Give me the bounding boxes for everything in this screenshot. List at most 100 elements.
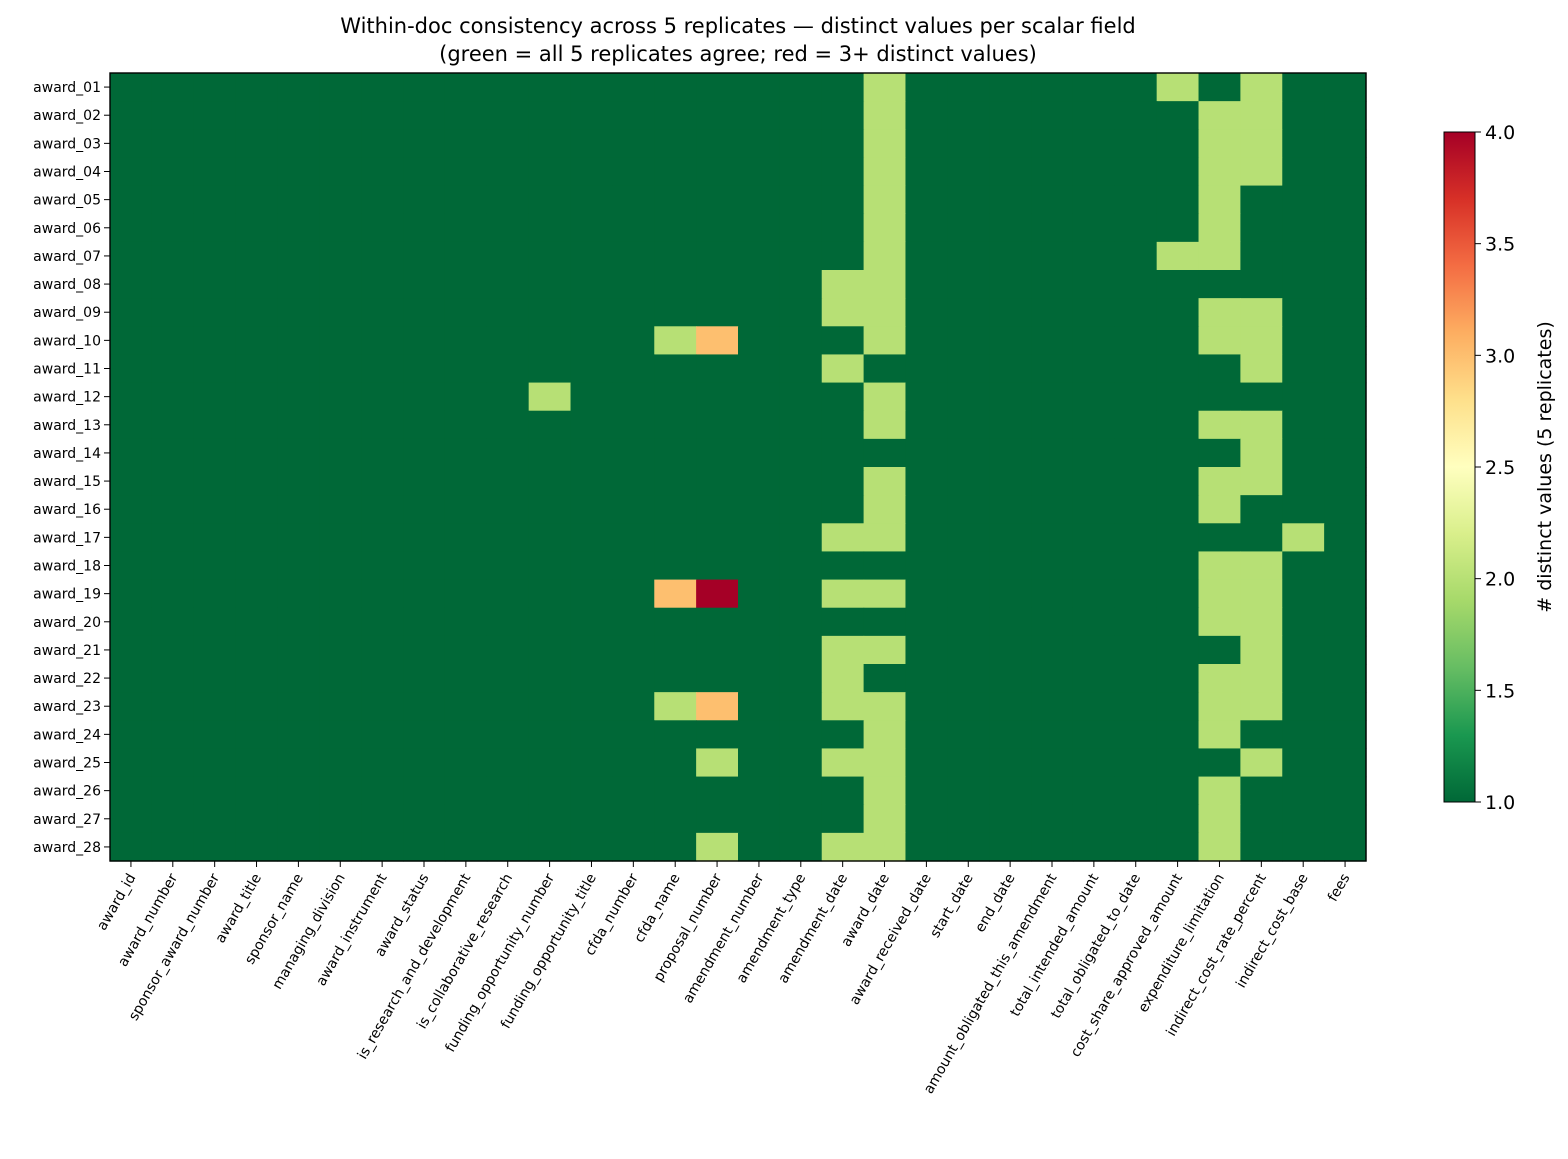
heatmap-cell	[1031, 607, 1074, 637]
heatmap-cell	[277, 467, 320, 496]
heatmap-cell	[1282, 720, 1325, 750]
heatmap-cell	[947, 410, 990, 440]
heatmap-cell	[277, 804, 320, 834]
heatmap-cell	[1156, 326, 1200, 356]
heatmap-cell	[486, 157, 530, 187]
heatmap-cell	[444, 129, 488, 159]
heatmap-cell	[738, 579, 781, 609]
heatmap-cell	[319, 776, 362, 806]
heatmap-cell	[947, 692, 990, 721]
heatmap-cell	[151, 804, 195, 834]
heatmap-cell	[821, 832, 865, 862]
heatmap-cell	[1198, 270, 1241, 299]
heatmap-cell	[1114, 635, 1158, 665]
heatmap-cell	[947, 804, 990, 834]
heatmap-cell	[821, 551, 865, 581]
heatmap-cell	[193, 664, 237, 693]
heatmap-cell	[654, 692, 697, 721]
heatmap-cell	[696, 523, 739, 553]
heatmap-cell	[696, 270, 739, 299]
heatmap-cell	[403, 410, 446, 440]
heatmap-cell	[151, 270, 195, 299]
heatmap-cell	[612, 382, 655, 412]
heatmap-cell	[486, 832, 530, 862]
heatmap-cell	[863, 382, 907, 412]
heatmap-cell	[151, 326, 195, 356]
heatmap-cell	[654, 467, 697, 496]
heatmap-cell	[696, 101, 739, 130]
heatmap-cell	[235, 551, 279, 581]
heatmap-cell	[361, 185, 404, 215]
heatmap-cell	[696, 129, 739, 159]
heatmap-cell	[403, 213, 446, 243]
x-tick-label: award_received_date	[847, 871, 935, 1008]
heatmap-cell	[1324, 101, 1367, 130]
heatmap-cell	[444, 354, 488, 384]
y-tick-label: award_08	[33, 277, 101, 293]
heatmap-cell	[528, 635, 572, 665]
heatmap-cell	[1282, 213, 1325, 243]
heatmap-cell	[1324, 73, 1367, 102]
heatmap-cell	[110, 664, 153, 693]
heatmap-cell	[863, 579, 907, 609]
heatmap-cell	[654, 101, 697, 130]
heatmap-cell	[612, 832, 655, 862]
heatmap-cell	[1156, 185, 1200, 215]
heatmap-cell	[193, 157, 237, 187]
heatmap-cell	[821, 664, 865, 693]
heatmap-cell	[1282, 467, 1325, 496]
heatmap-cell	[1156, 354, 1200, 384]
heatmap-cell	[863, 635, 907, 665]
heatmap-cell	[486, 326, 530, 356]
heatmap-cell	[110, 326, 153, 356]
heatmap-cell	[235, 664, 279, 693]
y-tick-label: award_27	[33, 812, 101, 828]
heatmap-cell	[779, 410, 823, 440]
heatmap-cell	[821, 213, 865, 243]
heatmap-cell	[1282, 664, 1325, 693]
heatmap-cell	[277, 326, 320, 356]
heatmap-cell	[319, 720, 362, 750]
heatmap-cell	[1324, 241, 1367, 271]
heatmap-cell	[110, 467, 153, 496]
heatmap-cell	[779, 354, 823, 384]
heatmap-cell	[361, 832, 404, 862]
heatmap-cell	[528, 832, 572, 862]
heatmap-cell	[1324, 495, 1367, 524]
heatmap-cell	[1031, 157, 1074, 187]
heatmap-cell	[1072, 101, 1116, 130]
heatmap-cell	[1031, 298, 1074, 327]
heatmap-cell	[1072, 495, 1116, 524]
heatmap-cell	[905, 438, 948, 468]
heatmap-cell	[1198, 354, 1241, 384]
y-tick-label: award_19	[33, 587, 101, 603]
heatmap-cell	[570, 157, 613, 187]
heatmap-cell	[486, 298, 530, 327]
heatmap-cell	[444, 410, 488, 440]
heatmap-cell	[1324, 438, 1367, 468]
heatmap-cell	[738, 213, 781, 243]
heatmap-cell	[1282, 438, 1325, 468]
heatmap-cell	[1198, 607, 1241, 637]
heatmap-cell	[528, 270, 572, 299]
heatmap-cell	[821, 467, 865, 496]
heatmap-cell	[1072, 298, 1116, 327]
heatmap-cell	[738, 664, 781, 693]
heatmap-cell	[989, 438, 1032, 468]
heatmap-cell	[612, 241, 655, 271]
heatmap-cell	[361, 270, 404, 299]
heatmap-cell	[1198, 635, 1241, 665]
heatmap-cell	[319, 326, 362, 356]
heatmap-cell	[235, 692, 279, 721]
heatmap-cell	[193, 185, 237, 215]
heatmap-cell	[151, 129, 195, 159]
heatmap-cell	[779, 635, 823, 665]
heatmap-cell	[947, 270, 990, 299]
heatmap-cell	[1114, 241, 1158, 271]
heatmap-cell	[821, 523, 865, 553]
heatmap-cell	[110, 410, 153, 440]
heatmap-cell	[444, 776, 488, 806]
heatmap-cell	[863, 101, 907, 130]
heatmap-cell	[444, 607, 488, 637]
heatmap-cell	[1240, 579, 1283, 609]
